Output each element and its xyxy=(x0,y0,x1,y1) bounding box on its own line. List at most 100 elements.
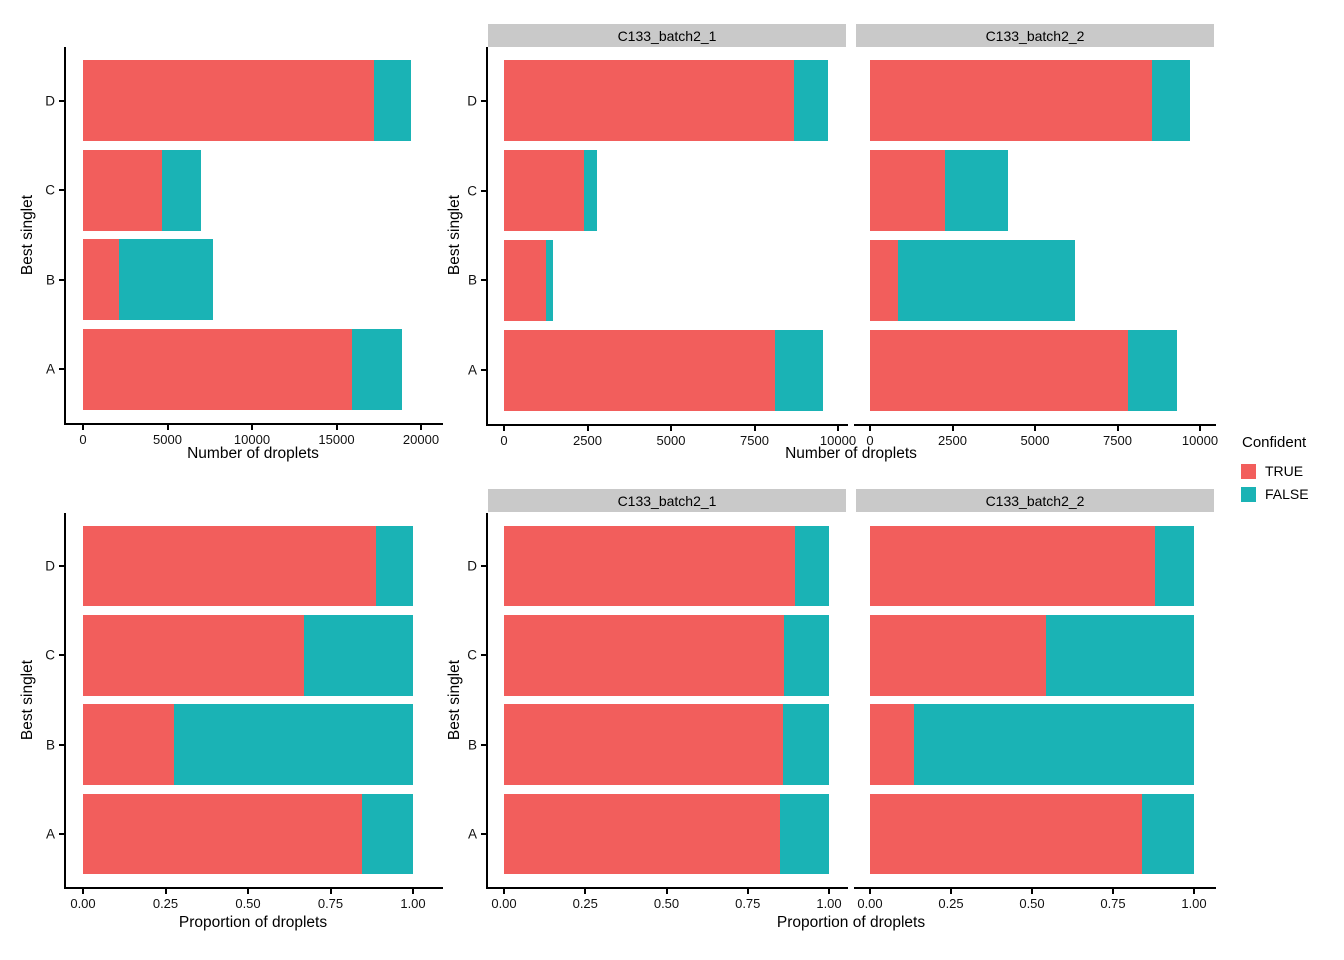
x-tick-label: 10000 xyxy=(233,432,271,447)
y-axis-title-proportions-faceted: Best singlet xyxy=(446,659,463,741)
bar-segment-A-false xyxy=(779,793,829,874)
category-label: C xyxy=(467,647,477,663)
x-tick-mark xyxy=(251,425,253,430)
legend-swatch-false xyxy=(1241,486,1256,502)
y-tick-mark xyxy=(59,278,64,281)
bar-segment-B-true xyxy=(83,704,175,785)
x-tick-label: 10000 xyxy=(819,433,857,448)
bar-segment-C-false xyxy=(304,615,413,696)
bar-segment-D-false xyxy=(376,526,413,607)
bar-segment-C-false xyxy=(584,150,598,231)
y-axis-title-proportions-combined: Best singlet xyxy=(19,659,36,741)
bar-segment-D-true xyxy=(870,526,1156,607)
category-label: D xyxy=(45,93,55,109)
category-label: B xyxy=(467,272,477,288)
bar-segment-C-true xyxy=(83,149,162,231)
bar-segment-B-false xyxy=(782,704,829,785)
category-label: A xyxy=(45,826,55,842)
facet-strip-bottom-1: C133_batch2_1 xyxy=(488,489,846,512)
x-tick-mark xyxy=(586,426,589,431)
category-label: D xyxy=(45,558,55,574)
x-axis-title-proportions-faceted: Proportion of droplets xyxy=(776,914,926,931)
y-tick-mark xyxy=(59,189,64,192)
x-tick-label: 7500 xyxy=(1103,433,1132,448)
x-tick-label: 0 xyxy=(79,432,87,447)
bar-segment-A-true xyxy=(870,329,1129,411)
x-tick-label: 0.25 xyxy=(938,896,964,911)
x-tick-label: 0.75 xyxy=(1100,896,1126,911)
bar-segment-C-true xyxy=(870,615,1046,696)
x-tick-label: 2500 xyxy=(938,433,967,448)
x-tick-mark xyxy=(82,889,84,894)
bar-segment-D-false xyxy=(1155,526,1194,607)
x-tick-mark xyxy=(869,426,871,431)
facet-strip-top-1: C133_batch2_1 xyxy=(488,24,846,47)
bar-segment-A-true xyxy=(83,329,353,410)
y-tick-mark xyxy=(481,189,486,192)
bar-segment-B-false xyxy=(174,704,413,785)
x-tick-mark xyxy=(82,425,84,430)
y-tick-mark xyxy=(59,832,64,835)
legend-label-false: FALSE xyxy=(1265,486,1309,502)
y-tick-mark xyxy=(59,368,64,371)
x-tick-mark xyxy=(1199,426,1201,431)
x-tick-label: 10000 xyxy=(1181,433,1219,448)
y-tick-mark xyxy=(59,565,64,568)
bar-segment-A-false xyxy=(361,793,413,874)
x-axis-line xyxy=(854,424,1216,426)
bar-segment-B-true xyxy=(504,704,783,785)
bar-segment-D-false xyxy=(794,526,829,607)
bar-segment-A-true xyxy=(83,793,362,874)
x-tick-mark xyxy=(828,889,830,894)
x-tick-mark xyxy=(584,889,587,894)
bar-segment-B-false xyxy=(898,239,1075,321)
y-tick-mark xyxy=(481,369,486,372)
y-tick-mark xyxy=(481,279,486,282)
x-tick-mark xyxy=(665,889,668,894)
x-tick-mark xyxy=(247,889,249,894)
x-tick-label: 2500 xyxy=(573,433,602,448)
legend-label-true: TRUE xyxy=(1265,463,1304,479)
x-axis-line xyxy=(486,887,848,889)
x-tick-label: 0.00 xyxy=(70,896,96,911)
bar-segment-B-true xyxy=(870,239,899,321)
bar-segment-A-true xyxy=(504,793,780,874)
category-label: A xyxy=(45,361,55,377)
y-axis-line xyxy=(486,513,488,889)
bar-segment-C-false xyxy=(161,149,201,231)
x-axis-line xyxy=(64,423,443,425)
x-tick-mark xyxy=(1031,889,1033,894)
y-tick-mark xyxy=(481,654,486,657)
bar-segment-B-true xyxy=(870,704,915,785)
y-axis-line xyxy=(64,513,66,889)
x-tick-mark xyxy=(420,425,422,430)
x-tick-label: 0.50 xyxy=(1019,896,1045,911)
x-tick-label: 0.25 xyxy=(572,896,598,911)
legend-title: Confident xyxy=(1242,434,1307,451)
category-label: C xyxy=(45,647,55,663)
x-tick-mark xyxy=(837,426,839,431)
x-tick-label: 1.00 xyxy=(400,896,426,911)
facet-strip-bottom-2: C133_batch2_2 xyxy=(856,489,1214,512)
x-tick-label: 1.00 xyxy=(816,896,842,911)
bar-segment-C-false xyxy=(783,615,829,696)
x-tick-label: 7500 xyxy=(740,433,769,448)
y-tick-mark xyxy=(481,832,486,835)
bar-segment-C-true xyxy=(504,615,784,696)
x-tick-label: 0.50 xyxy=(235,896,261,911)
x-tick-label: 15000 xyxy=(318,432,355,447)
x-axis-line xyxy=(64,887,443,889)
bar-segment-B-true xyxy=(504,239,547,321)
x-tick-mark xyxy=(503,889,505,894)
x-tick-mark xyxy=(1193,889,1195,894)
legend: Confident TRUE FALSE xyxy=(1241,434,1309,509)
x-tick-mark xyxy=(412,889,414,894)
y-tick-mark xyxy=(481,99,486,102)
y-tick-mark xyxy=(481,743,486,746)
x-tick-label: 5000 xyxy=(153,432,182,447)
legend-row-false: FALSE xyxy=(1241,486,1309,502)
bar-segment-C-true xyxy=(870,150,945,231)
y-tick-mark xyxy=(59,743,64,746)
x-tick-mark xyxy=(753,426,756,431)
bar-segment-D-false xyxy=(793,60,828,142)
